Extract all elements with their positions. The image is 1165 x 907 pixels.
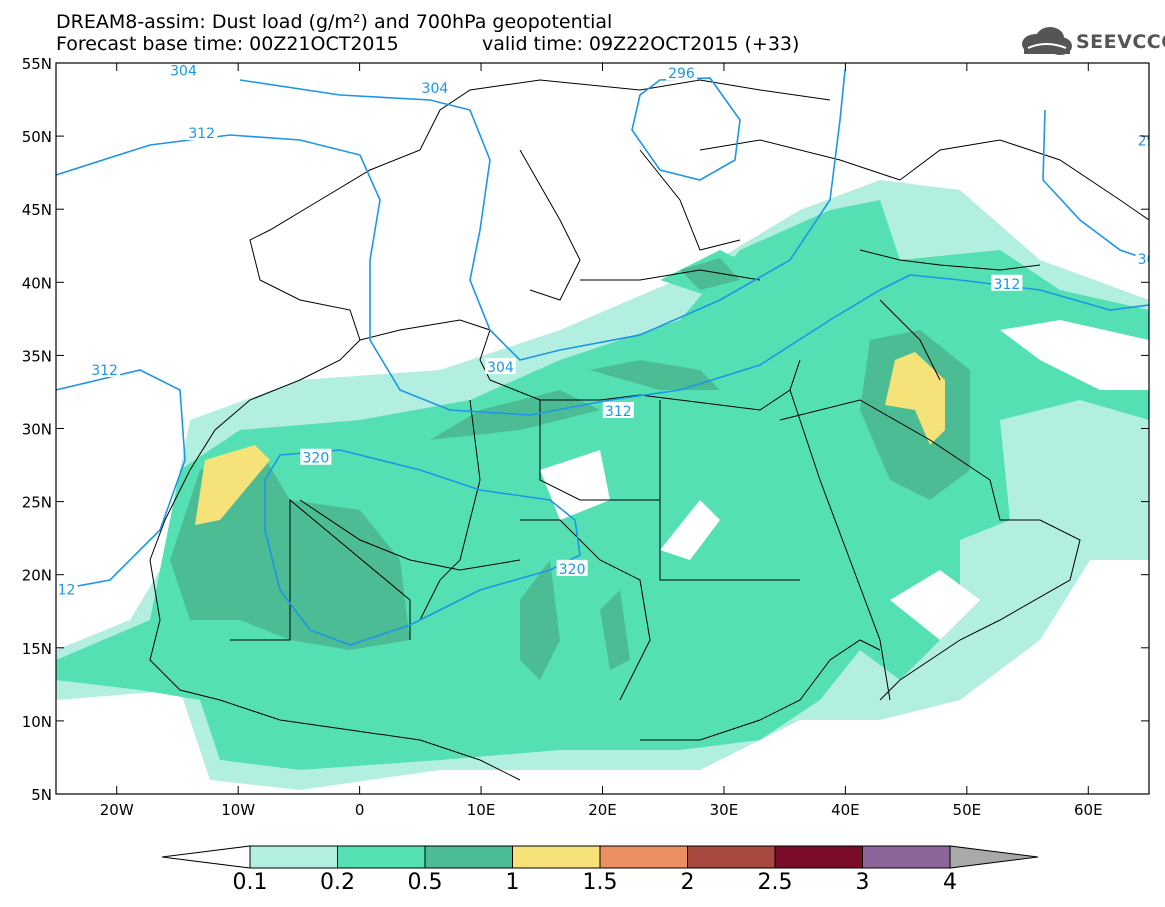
- contour-label: 312: [89, 361, 121, 379]
- longitude-labels: 20W 10W 0 10E 20E 30E 40E 50E 60E: [100, 801, 1103, 819]
- svg-text:320: 320: [303, 451, 330, 467]
- svg-text:29: 29: [1138, 133, 1156, 149]
- svg-text:312: 312: [605, 404, 632, 420]
- contour-label: 320: [300, 448, 332, 467]
- colorbar: [161, 845, 1039, 869]
- logo-text: SEEVCCC: [1076, 31, 1165, 53]
- contour-label: 312: [49, 580, 78, 598]
- valid-time: valid time: 09Z22OCT2015 (+33): [482, 33, 800, 55]
- lat-label: 15N: [22, 640, 52, 658]
- colorbar-swatch: [774, 845, 863, 869]
- lon-label: 10E: [467, 801, 496, 819]
- lon-label: 50E: [953, 801, 982, 819]
- svg-text:304: 304: [422, 81, 449, 97]
- colorbar-swatch: [687, 845, 776, 869]
- colorbar-swatch: [862, 845, 951, 869]
- forecast-base-time: Forecast base time: 00Z21OCT2015: [56, 33, 399, 55]
- geopotential-contours: [56, 69, 1149, 646]
- contour-label: 296: [665, 64, 697, 82]
- contour-label-group: 304 304 296 312 29 30 312 312 304 312 320 320 312: [49, 63, 1156, 598]
- colorbar-tick-label: 0.5: [407, 870, 443, 895]
- svg-text:296: 296: [668, 66, 695, 82]
- lat-label: 45N: [22, 201, 52, 219]
- coastlines: [149, 79, 1149, 781]
- contour-label: 30: [1135, 249, 1156, 268]
- lat-label: 30N: [22, 421, 52, 439]
- colorbar-swatch: [599, 845, 688, 869]
- contour-label: 320: [556, 559, 588, 578]
- lat-label: 35N: [22, 347, 52, 365]
- contour-label: 312: [186, 124, 218, 142]
- lat-label: 25N: [22, 494, 52, 512]
- lon-label: 30E: [710, 801, 739, 819]
- dust-free-gaps: [540, 320, 1149, 640]
- dust-load-map: 304 304 296 312 29 30 312 312 304 312 320 320 312 55…: [22, 55, 1156, 819]
- lon-label: 20W: [100, 801, 134, 819]
- lat-label: 5N: [31, 786, 52, 804]
- contour-label: 312: [602, 401, 634, 420]
- cloud-icon: [1022, 27, 1072, 55]
- latitude-labels: 55N 50N 45N 40N 35N 30N 25N 20N 15N 10N 5N: [22, 55, 52, 804]
- colorbar-tick-label: 3: [855, 870, 870, 895]
- contour-label: 312: [991, 274, 1023, 293]
- colorbar-tick-label: 0.1: [232, 870, 268, 895]
- lat-label: 55N: [22, 55, 52, 73]
- svg-text:312: 312: [994, 277, 1021, 293]
- colorbar-tick-label: 1: [505, 870, 520, 895]
- colorbar-tick-label: 2: [680, 870, 695, 895]
- colorbar-swatch: [249, 845, 338, 869]
- svg-text:312: 312: [188, 126, 215, 142]
- dust-layer-peak: [195, 352, 945, 525]
- colorbar-swatch: [512, 845, 601, 869]
- contour-label: 304: [484, 358, 516, 376]
- lon-label: 20E: [588, 801, 617, 819]
- svg-text:320: 320: [559, 562, 586, 578]
- lon-label: 10W: [221, 801, 255, 819]
- lat-label: 50N: [22, 128, 52, 146]
- map-frame: [55, 62, 1150, 795]
- colorbar-under-triangle: [161, 845, 251, 869]
- contour-label: 304: [168, 63, 200, 79]
- colorbar-swatch: [424, 845, 513, 869]
- svg-text:304: 304: [487, 360, 514, 376]
- lat-label: 40N: [22, 274, 52, 292]
- map-ticks: [56, 63, 1149, 794]
- colorbar-tick-label: 2.5: [757, 870, 793, 895]
- lon-label: 60E: [1074, 801, 1103, 819]
- lon-label: 0: [355, 801, 365, 819]
- svg-text:304: 304: [170, 63, 197, 79]
- seevccc-logo: SEEVCCC: [1018, 24, 1165, 58]
- colorbar-tick-label: 1.5: [582, 870, 618, 895]
- colorbar-over-triangle: [949, 845, 1039, 869]
- lat-label: 10N: [22, 713, 52, 731]
- svg-text:30: 30: [1138, 252, 1156, 268]
- svg-text:312: 312: [49, 582, 76, 598]
- contour-label: 304: [419, 78, 451, 97]
- contour-label: 29: [1135, 131, 1156, 149]
- svg-text:312: 312: [91, 363, 118, 379]
- map-title: DREAM8-assim: Dust load (g/m²) and 700hP…: [56, 11, 613, 33]
- colorbar-tick-label: 0.2: [320, 870, 355, 895]
- colorbar-swatch: [337, 845, 426, 869]
- colorbar-tick-label: 4: [943, 870, 957, 895]
- lon-label: 40E: [831, 801, 860, 819]
- lat-label: 20N: [22, 567, 52, 585]
